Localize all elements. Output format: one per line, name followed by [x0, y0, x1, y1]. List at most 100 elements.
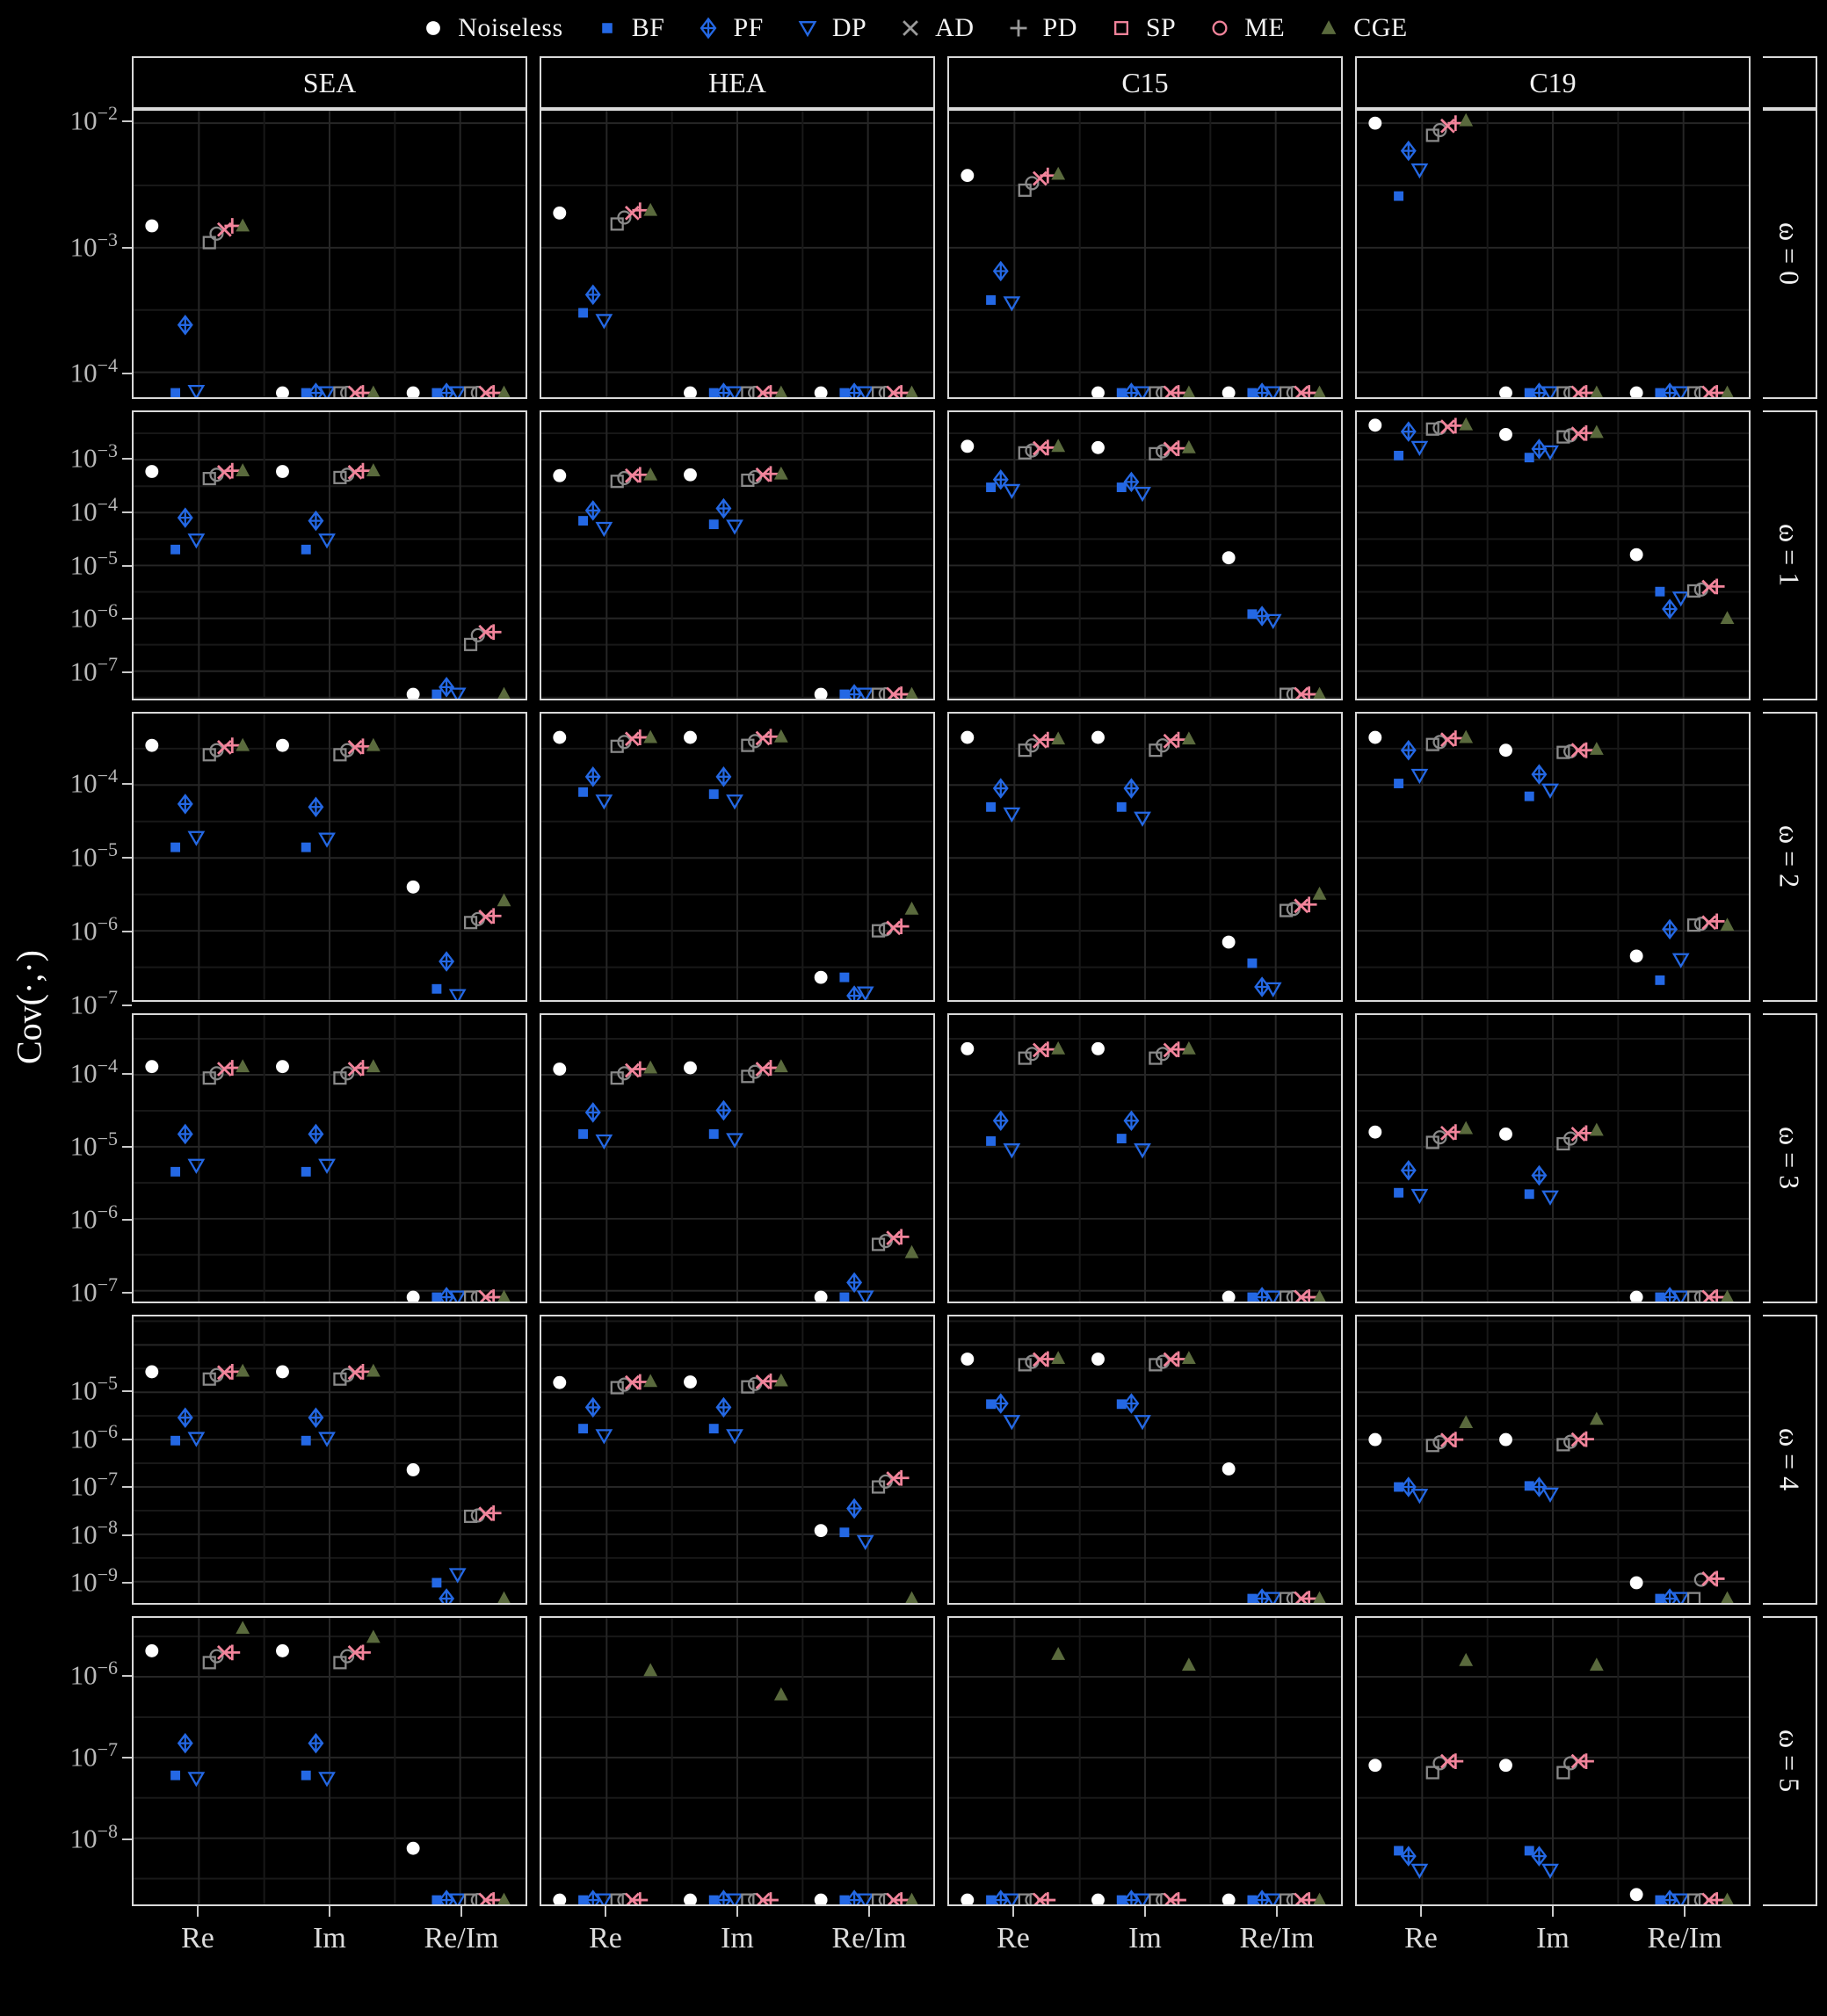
point-HEA-r3-Im-dp — [726, 1133, 743, 1149]
point-C19-r1-ReIm-dp — [1671, 591, 1690, 607]
point-SEA-r0-ReIm-sp — [463, 386, 478, 397]
bf-marker-icon — [601, 23, 613, 33]
point-SEA-r0-ReIm-pd — [485, 385, 502, 397]
point-HEA-r2-Re-pd — [632, 729, 649, 745]
point-HEA-r0-Re-pf — [584, 284, 601, 306]
facet-grid: Cov(·,·) SEA HEA C15 C19 10−2 10−3 10−4 ω = 0 10… — [7, 56, 1827, 1980]
point-C15-r3-Re-pf — [992, 1110, 1009, 1131]
point-C19-r1-Re-bf — [1394, 450, 1404, 460]
point-HEA-r5-Im-dp — [726, 1893, 743, 1904]
point-SEA-r3-Im-cge — [366, 1059, 381, 1073]
point-HEA-r4-Im-pd — [763, 1373, 779, 1389]
point-HEA-r1-ReIm-bf — [839, 689, 850, 699]
point-C15-r1-ReIm-bf — [1247, 609, 1258, 620]
legend-item-cge: CGE — [1315, 13, 1408, 43]
point-SEA-r0-ReIm-noiseless — [406, 386, 420, 397]
point-C15-r1-ReIm-cge — [1313, 686, 1326, 699]
panel-HEA-row0 — [540, 109, 935, 399]
point-C15-r2-ReIm-noiseless — [1222, 935, 1236, 949]
y-axis-ticks-row-0: 10−2 10−3 10−4 — [51, 102, 132, 399]
point-HEA-r1-Re-bf — [578, 516, 589, 526]
point-C15-r2-Re-pf — [992, 778, 1009, 799]
point-C15-r0-ReIm-dp — [1264, 386, 1282, 397]
panel-C15-row5 — [947, 1616, 1343, 1906]
point-SEA-r1-ReIm-pf — [439, 677, 455, 698]
point-SEA-r3-Re-cge — [236, 1059, 250, 1073]
point-C19-r4-Im-sp — [1556, 1438, 1570, 1452]
point-C19-r3-Re-me — [1432, 1130, 1447, 1145]
point-C15-r1-Re-noiseless — [961, 439, 975, 453]
y-tick-label: 10−4 — [69, 765, 118, 799]
facet-row-strip-0: ω = 0 — [1763, 109, 1817, 399]
x-tick-label-Re-Im: Re/Im — [831, 1922, 907, 1954]
point-HEA-r3-Re-dp — [595, 1134, 613, 1150]
point-HEA-r1-Im-cge — [773, 466, 788, 480]
point-C15-r4-Im-sp — [1149, 1358, 1163, 1372]
point-HEA-r1-Re-cge — [643, 467, 658, 481]
y-tick-label: 10−7 — [69, 1468, 118, 1502]
point-C15-r2-Re-ad — [1032, 733, 1048, 749]
point-SEA-r4-Im-sp — [333, 1372, 347, 1386]
point-SEA-r5-Re-pf — [177, 1732, 193, 1754]
point-SEA-r5-ReIm-pf — [439, 1889, 455, 1904]
legend-item-sp: SP — [1107, 13, 1176, 43]
panel-C15-row0 — [947, 109, 1343, 399]
point-SEA-r3-Re-ad — [216, 1062, 232, 1077]
point-SEA-r5-Im-bf — [301, 1770, 311, 1780]
x-axis-labels-C15: Re Im Re/Im — [947, 1906, 1343, 1980]
point-HEA-r1-Im-noiseless — [684, 468, 697, 482]
y-axis-title: Cov(·,·) — [9, 950, 49, 1065]
legend-item-pd: PD — [1004, 13, 1077, 43]
point-SEA-r3-Im-ad — [347, 1062, 363, 1077]
point-SEA-r4-Re-sp — [202, 1372, 216, 1386]
point-SEA-r2-ReIm-pd — [485, 908, 502, 925]
point-C19-r3-Im-dp — [1541, 1190, 1559, 1206]
point-C15-r0-Im-noiseless — [1091, 386, 1105, 397]
y-tick-mark — [122, 1486, 132, 1489]
point-SEA-r2-Re-sp — [202, 748, 216, 762]
noiseless-marker-icon — [426, 21, 441, 35]
point-C15-r0-ReIm-ad — [1294, 385, 1309, 397]
point-HEA-r5-ReIm-dp — [856, 1893, 874, 1904]
point-C19-r1-ReIm-cge — [1720, 611, 1735, 625]
point-HEA-r1-Im-sp — [741, 473, 755, 488]
legend-label-me: ME — [1244, 13, 1286, 42]
point-SEA-r1-Re-pd — [224, 462, 241, 479]
point-SEA-r0-Im-sp — [333, 386, 347, 397]
y-tick-mark — [122, 373, 132, 375]
facet-row-label: ω = 5 — [1773, 1730, 1806, 1793]
y-axis-ticks-row-1: 10−3 10−4 10−5 10−6 10−7 — [51, 410, 132, 700]
point-HEA-r5-ReIm-me — [878, 1893, 893, 1904]
panel-plot-C19-row1 — [1357, 412, 1749, 699]
point-HEA-r0-Re-cge — [643, 202, 658, 216]
point-C15-r3-ReIm-cge — [1313, 1289, 1326, 1302]
panel-SEA-row0 — [132, 109, 527, 399]
point-C15-r4-Re-cge — [1051, 1351, 1066, 1365]
point-C19-r1-ReIm-pf — [1662, 598, 1678, 620]
panel-plot-HEA-row3 — [541, 1015, 933, 1302]
point-C15-r5-ReIm-cge — [1313, 1892, 1326, 1904]
point-C15-r1-Re-dp — [1003, 483, 1021, 500]
point-C19-r1-ReIm-ad — [1701, 579, 1717, 595]
point-C15-r5-ReIm-pf — [1254, 1889, 1271, 1904]
point-SEA-r5-Im-sp — [333, 1656, 347, 1670]
legend-label-noiseless: Noiseless — [458, 13, 563, 42]
point-HEA-r1-Im-dp — [726, 519, 743, 535]
point-C19-r2-Re-sp — [1425, 737, 1439, 751]
facet-column-strip-C19: C19 — [1355, 56, 1751, 109]
point-SEA-r3-Im-noiseless — [276, 1060, 289, 1074]
point-SEA-r0-Im-cge — [366, 385, 380, 397]
point-C15-r3-Re-sp — [1018, 1051, 1032, 1065]
point-SEA-r1-Im-pf — [308, 510, 324, 532]
point-HEA-r2-Re-noiseless — [553, 730, 567, 744]
point-C19-r4-Re-dp — [1410, 1489, 1429, 1505]
point-HEA-r5-ReIm-bf — [839, 1895, 850, 1904]
point-HEA-r3-Re-pd — [632, 1061, 649, 1077]
point-SEA-r1-Im-noiseless — [276, 465, 289, 478]
y-tick-label: 10−9 — [69, 1563, 118, 1598]
y-tick-mark — [122, 511, 132, 513]
point-C19-r3-Re-cge — [1459, 1120, 1474, 1135]
point-SEA-r5-ReIm-noiseless — [406, 1841, 420, 1855]
point-SEA-r4-Im-pd — [355, 1364, 371, 1380]
point-C19-r5-ReIm-noiseless — [1629, 1888, 1643, 1902]
